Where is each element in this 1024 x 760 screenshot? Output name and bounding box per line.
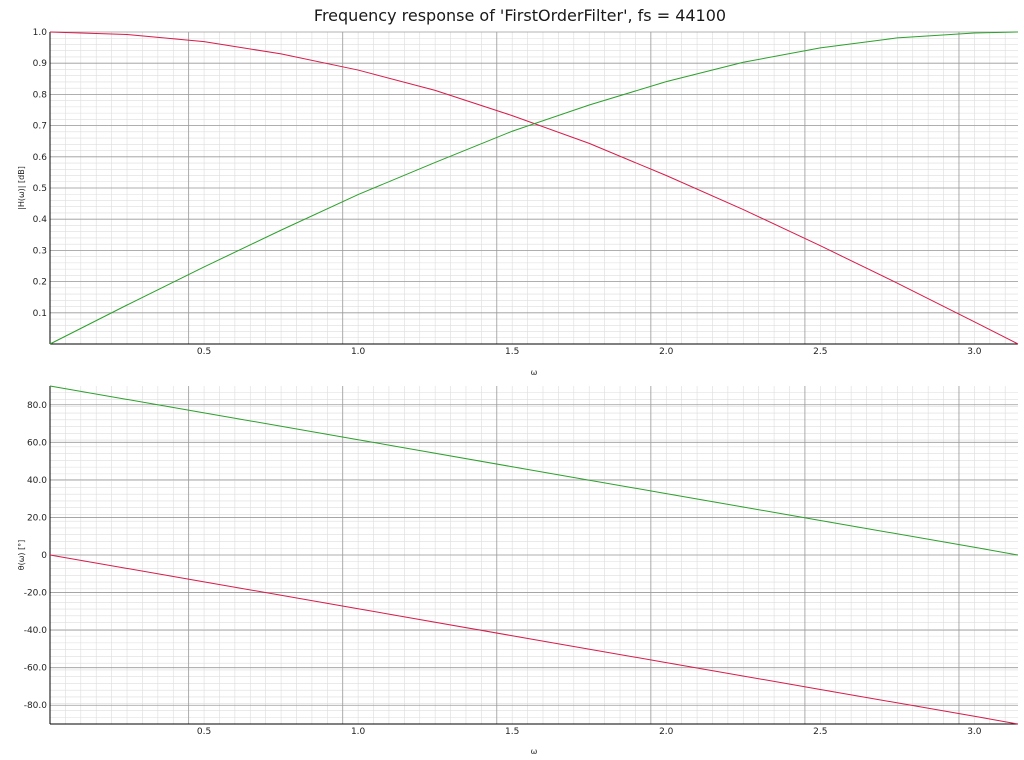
y-axis-title: |H(ω)| [dB] [17, 166, 26, 210]
magnitude-panel: 0.5 1.0 1.5 2.0 2.5 3.0 0.1 0.2 0.3 0.4 0.5 0.6 0.7 0… [17, 28, 1019, 377]
y-tick-label: 80.0 [27, 401, 47, 411]
y-tick-label: 0.5 [33, 184, 47, 194]
highpass-curve [49, 31, 1019, 345]
y-tick-label: 40.0 [27, 476, 47, 486]
x-tick-label: 1.5 [505, 727, 519, 737]
y-tick-label: 0.8 [33, 90, 48, 100]
x-tick-label: 2.0 [659, 347, 674, 357]
y-tick-label: -60.0 [24, 664, 48, 674]
lowpass-curve [49, 554, 1019, 725]
y-tick-label: 0.9 [33, 59, 48, 69]
y-tick-label: -80.0 [24, 701, 48, 711]
x-tick-label: 3.0 [967, 347, 982, 357]
grid [50, 31, 1018, 344]
y-tick-label: 0.2 [33, 278, 47, 288]
y-tick-label: 0.6 [33, 153, 48, 163]
y-tick-label: 0 [41, 551, 47, 561]
y-tick-label: 0.1 [33, 309, 47, 319]
grid [50, 386, 1018, 724]
highpass-curve [49, 385, 1019, 556]
x-tick-label: 1.5 [505, 347, 519, 357]
y-tick-label: 20.0 [27, 513, 47, 523]
x-tick-label: 2.5 [813, 727, 827, 737]
phase-panel: 0.5 1.0 1.5 2.0 2.5 3.0 -80.0 -60.0 -40.0 -20.0 0 2… [17, 385, 1019, 756]
lowpass-curve [49, 31, 1019, 345]
y-tick-label: 0.3 [33, 246, 47, 256]
x-tick-label: 1.0 [351, 347, 366, 357]
chart-title: Frequency response of 'FirstOrderFilter'… [313, 6, 727, 25]
x-tick-label: 1.0 [351, 727, 366, 737]
y-tick-label: 1.0 [33, 28, 48, 38]
x-axis-title: ω [531, 747, 538, 756]
y-axis-title: θ(ω) [°] [17, 540, 26, 571]
y-tick-label: 0.7 [33, 122, 47, 132]
y-tick-label: -40.0 [24, 626, 48, 636]
y-tick-label: -20.0 [24, 589, 48, 599]
y-tick-label: 60.0 [27, 438, 47, 448]
x-tick-label: 2.5 [813, 347, 827, 357]
x-tick-label: 2.0 [659, 727, 674, 737]
x-tick-label: 3.0 [967, 727, 982, 737]
y-tick-label: 0.4 [33, 215, 48, 225]
x-tick-label: 0.5 [197, 727, 211, 737]
x-axis-title: ω [531, 368, 538, 377]
x-tick-label: 0.5 [197, 347, 211, 357]
